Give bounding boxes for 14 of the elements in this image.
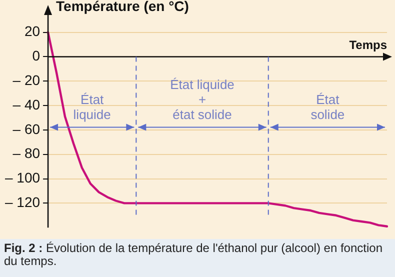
caption: Fig. 2 : Évolution de la température de l'éthanol pur (alcool) en fonction du temps. bbox=[4, 241, 384, 268]
annotation: État liquide bbox=[73, 92, 111, 122]
y-tick-label: 20 bbox=[24, 23, 40, 40]
annotation: État liquide + état solide bbox=[170, 77, 234, 122]
y-tick-label: – 120 bbox=[4, 194, 40, 210]
x-axis-title: Temps bbox=[349, 38, 388, 52]
y-tick-label: – 40 bbox=[12, 96, 40, 112]
y-tick-label: – 60 bbox=[12, 120, 40, 137]
y-tick-label: – 80 bbox=[12, 145, 40, 162]
y-axis-title: Température (en °C) bbox=[56, 0, 189, 14]
y-tick-label: 0 bbox=[32, 48, 40, 64]
annotation: État solide bbox=[310, 92, 345, 122]
y-tick-label: – 100 bbox=[4, 170, 40, 186]
y-tick-label: – 20 bbox=[12, 72, 40, 88]
